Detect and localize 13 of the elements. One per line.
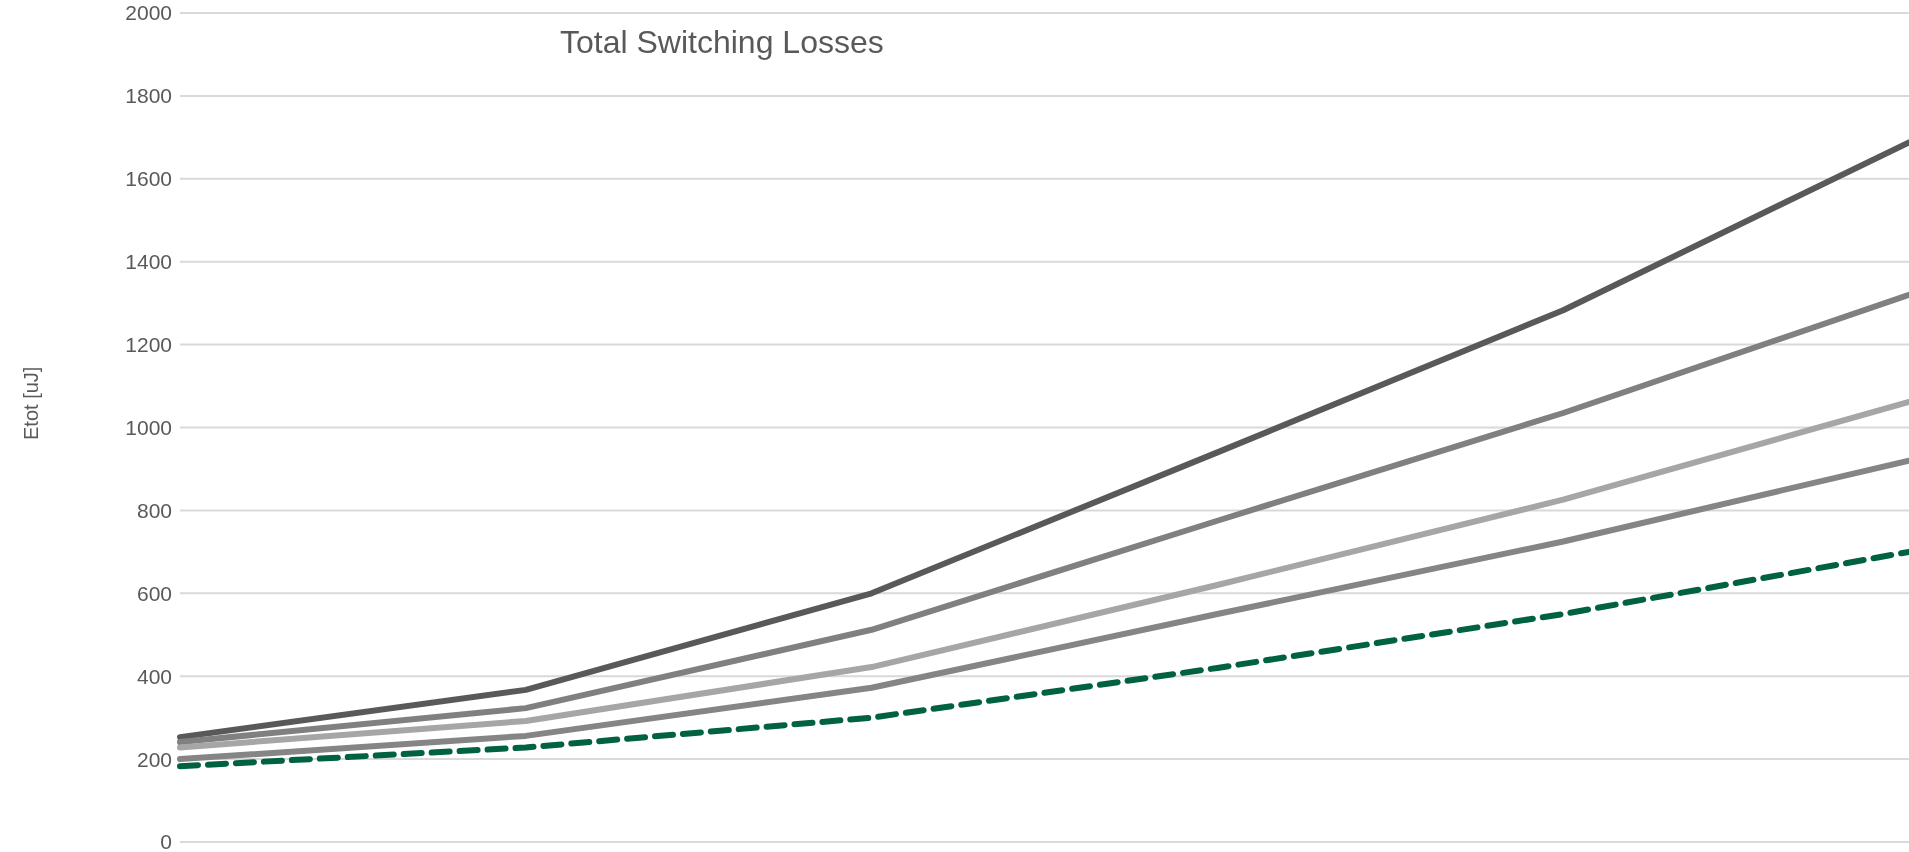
y-tick-label: 1000 — [125, 415, 172, 439]
y-tick-label: 400 — [136, 664, 172, 688]
y-tick-label: 0 — [160, 830, 172, 852]
y-tick-label: 1400 — [125, 250, 172, 274]
y-tick-label: 1800 — [125, 84, 172, 108]
y-tick-label: 200 — [136, 747, 172, 771]
y-tick-label: 600 — [136, 581, 172, 605]
y-tick-label: 2000 — [125, 1, 172, 25]
y-axis-title: Etot [uJ] — [20, 366, 43, 440]
y-tick-label: 1600 — [125, 167, 172, 191]
y-tick-label: 1200 — [125, 333, 172, 357]
chart-title: Total Switching Losses — [560, 24, 884, 61]
y-tick-label: 800 — [136, 498, 172, 522]
